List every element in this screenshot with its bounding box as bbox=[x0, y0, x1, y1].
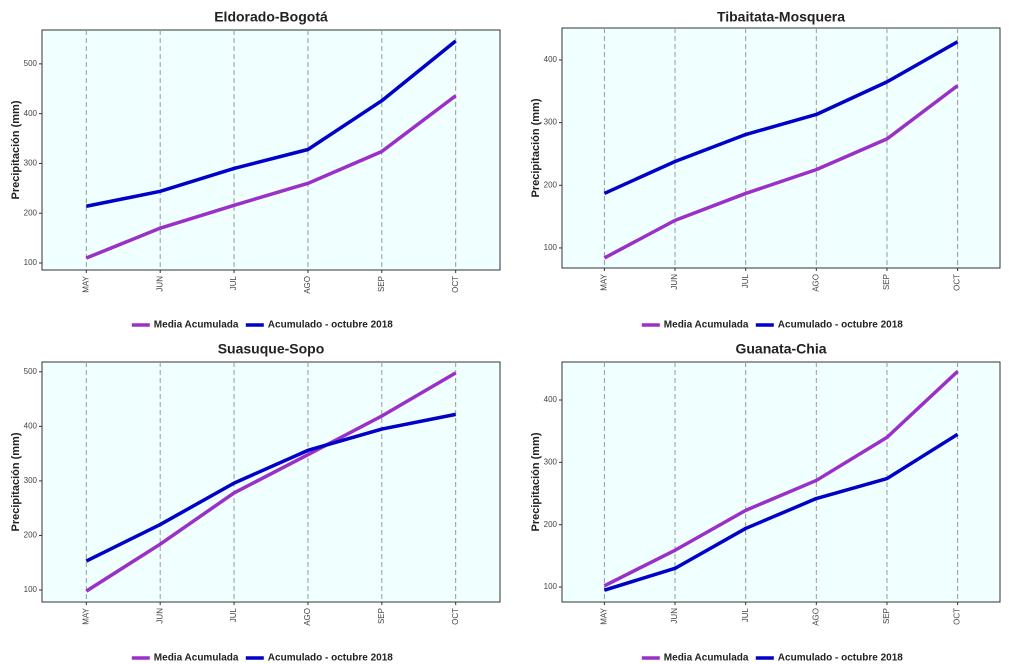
y-tick-label: 100 bbox=[24, 585, 38, 594]
x-tick-label: JUN bbox=[670, 608, 679, 624]
y-tick-label: 400 bbox=[24, 109, 38, 118]
plot-background bbox=[561, 27, 1001, 269]
plot-background bbox=[561, 361, 1001, 603]
y-tick-label: 200 bbox=[544, 180, 558, 189]
y-axis-title: Precipitación (mm) bbox=[10, 100, 22, 199]
legend-label: Acumulado - octubre 2018 bbox=[778, 320, 903, 331]
data-line bbox=[85, 412, 457, 563]
y-tick-label: 100 bbox=[24, 258, 38, 267]
x-tick-label: AGO bbox=[303, 276, 312, 294]
y-tick-label: 300 bbox=[544, 457, 558, 466]
plot-background bbox=[41, 361, 501, 603]
chart-title: Guanata-Chia bbox=[735, 341, 826, 357]
y-tick-label: 300 bbox=[544, 118, 558, 127]
data-line bbox=[603, 432, 959, 592]
plot-background bbox=[41, 29, 501, 271]
x-tick-label: SEP bbox=[882, 274, 891, 290]
x-tick-label: MAY bbox=[81, 607, 90, 624]
panel: Eldorado-Bogotá Precipitación (mm) 100 200 3… bbox=[10, 9, 501, 331]
legend-label: Acumulado - octubre 2018 bbox=[268, 653, 393, 664]
data-line bbox=[85, 94, 457, 260]
y-tick-label: 200 bbox=[544, 520, 558, 529]
x-tick-label: AGO bbox=[303, 608, 312, 626]
chart-title: Suasuque-Sopo bbox=[218, 341, 325, 357]
x-tick-label: MAY bbox=[599, 273, 608, 290]
x-tick-label: SEP bbox=[377, 276, 386, 292]
x-tick-label: SEP bbox=[377, 608, 386, 624]
y-axis-title: Precipitación (mm) bbox=[530, 432, 542, 531]
y-axis-title: Precipitación (mm) bbox=[530, 98, 542, 197]
y-tick-label: 400 bbox=[544, 55, 558, 64]
x-tick-label: JUL bbox=[229, 275, 238, 290]
x-tick-label: JUN bbox=[670, 274, 679, 290]
y-tick-label: 400 bbox=[24, 421, 38, 430]
legend-label: Media Acumulada bbox=[154, 653, 239, 664]
panel: Tibaitata-Mosquera Precipitación (mm) 100 2… bbox=[530, 9, 1001, 331]
data-line bbox=[85, 39, 457, 208]
y-tick-label: 300 bbox=[24, 476, 38, 485]
x-tick-label: OCT bbox=[953, 274, 962, 291]
x-tick-label: OCT bbox=[451, 608, 460, 625]
y-axis-title: Precipitación (mm) bbox=[10, 432, 22, 531]
x-tick-label: MAY bbox=[81, 275, 90, 292]
x-tick-label: JUN bbox=[155, 608, 164, 624]
x-tick-label: JUL bbox=[741, 273, 750, 288]
panel: Guanata-Chia Precipitación (mm) 100 200 300 4… bbox=[530, 341, 1001, 664]
x-tick-label: SEP bbox=[882, 608, 891, 624]
y-tick-label: 200 bbox=[24, 531, 38, 540]
chart-title: Eldorado-Bogotá bbox=[214, 9, 328, 25]
x-tick-label: MAY bbox=[599, 607, 608, 624]
panel: Suasuque-Sopo Precipitación (mm) 100 200 300… bbox=[10, 341, 501, 664]
x-tick-label: OCT bbox=[953, 608, 962, 625]
x-tick-label: OCT bbox=[451, 276, 460, 293]
y-tick-label: 300 bbox=[24, 159, 38, 168]
y-tick-label: 500 bbox=[24, 367, 38, 376]
y-tick-label: 500 bbox=[24, 59, 38, 68]
legend-label: Media Acumulada bbox=[664, 653, 749, 664]
x-tick-label: JUL bbox=[741, 607, 750, 622]
y-tick-label: 100 bbox=[544, 582, 558, 591]
legend-label: Media Acumulada bbox=[664, 320, 749, 331]
legend-label: Media Acumulada bbox=[154, 320, 239, 331]
y-tick-label: 100 bbox=[544, 243, 558, 252]
data-line bbox=[85, 371, 457, 593]
chart-title: Tibaitata-Mosquera bbox=[717, 9, 845, 25]
legend-label: Acumulado - octubre 2018 bbox=[268, 320, 393, 331]
legend-label: Acumulado - octubre 2018 bbox=[778, 653, 903, 664]
data-line bbox=[603, 84, 959, 260]
x-tick-label: JUN bbox=[155, 276, 164, 292]
x-tick-label: JUL bbox=[229, 607, 238, 622]
x-tick-label: AGO bbox=[811, 608, 820, 626]
data-line bbox=[603, 40, 959, 196]
y-tick-label: 400 bbox=[544, 395, 558, 404]
data-line bbox=[603, 370, 959, 588]
y-tick-label: 200 bbox=[24, 208, 38, 217]
x-tick-label: AGO bbox=[811, 274, 820, 292]
